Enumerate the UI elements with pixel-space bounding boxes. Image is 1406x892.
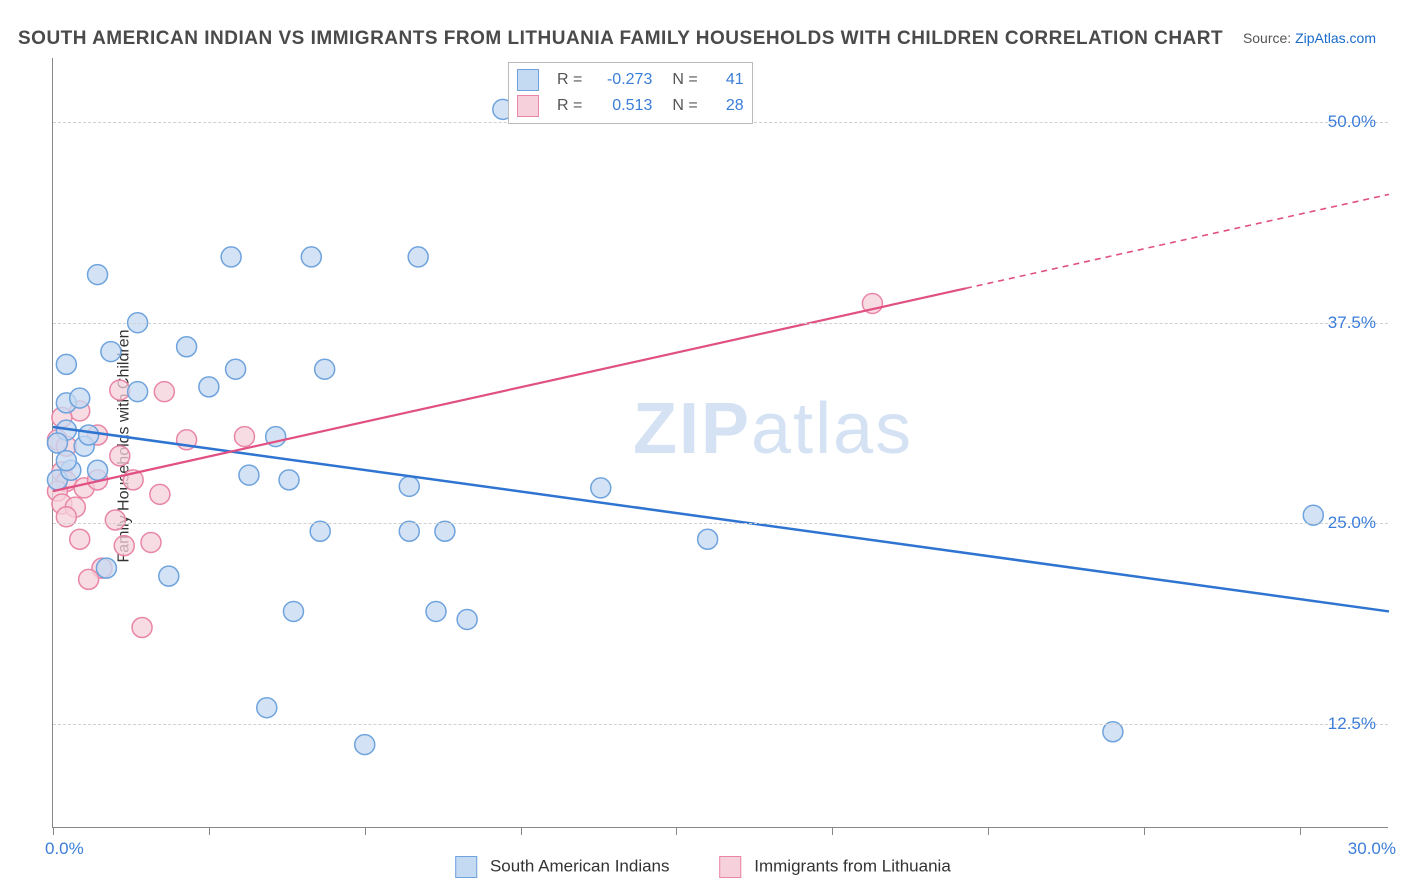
scatter-point <box>698 529 718 549</box>
scatter-point <box>279 470 299 490</box>
scatter-point <box>150 484 170 504</box>
trend-line <box>53 427 1389 611</box>
scatter-point <box>399 521 419 541</box>
source-label: Source: <box>1243 30 1291 46</box>
source-attribution: Source: ZipAtlas.com <box>1243 30 1376 46</box>
x-tick <box>1144 827 1145 835</box>
bottom-legend: South American Indians Immigrants from L… <box>455 856 951 878</box>
y-tick-label: 25.0% <box>1328 513 1376 533</box>
stats-n-value: 28 <box>708 97 744 115</box>
scatter-point <box>315 359 335 379</box>
gridline-h <box>53 523 1388 524</box>
scatter-point <box>110 380 130 400</box>
scatter-point <box>56 451 76 471</box>
scatter-point <box>70 388 90 408</box>
stats-legend-box: R = -0.273 N = 41 R = 0.513 N = 28 <box>508 62 753 124</box>
scatter-point <box>426 601 446 621</box>
scatter-point <box>457 609 477 629</box>
scatter-point <box>1303 505 1323 525</box>
plot-area: ZIPatlas 12.5%25.0%37.5%50.0%0.0%30.0%R … <box>52 58 1388 828</box>
scatter-point <box>79 569 99 589</box>
stats-r-value: 0.513 <box>592 97 652 115</box>
y-tick-label: 37.5% <box>1328 313 1376 333</box>
stats-r-value: -0.273 <box>592 71 652 89</box>
x-axis-label: 0.0% <box>45 839 84 859</box>
stats-row: R = 0.513 N = 28 <box>517 93 744 119</box>
scatter-point <box>399 476 419 496</box>
scatter-point <box>435 521 455 541</box>
stats-n-label: N = <box>672 97 697 115</box>
legend-item-series2: Immigrants from Lithuania <box>720 856 951 878</box>
scatter-point <box>1103 722 1123 742</box>
scatter-point <box>96 558 116 578</box>
x-tick <box>1300 827 1301 835</box>
scatter-point <box>177 337 197 357</box>
scatter-point <box>226 359 246 379</box>
stats-swatch <box>517 69 539 91</box>
source-link[interactable]: ZipAtlas.com <box>1295 30 1376 46</box>
trend-line <box>53 288 966 491</box>
legend-label-series1: South American Indians <box>490 856 670 875</box>
x-tick <box>209 827 210 835</box>
stats-row: R = -0.273 N = 41 <box>517 67 744 93</box>
scatter-point <box>310 521 330 541</box>
legend-item-series1: South American Indians <box>455 856 669 878</box>
scatter-point <box>88 460 108 480</box>
trend-line-extrapolated <box>966 194 1389 288</box>
stats-r-label: R = <box>557 71 582 89</box>
scatter-point <box>355 735 375 755</box>
scatter-point <box>114 536 134 556</box>
scatter-point <box>234 427 254 447</box>
scatter-point <box>132 617 152 637</box>
swatch-series1 <box>455 856 477 878</box>
chart-title: SOUTH AMERICAN INDIAN VS IMMIGRANTS FROM… <box>18 28 1223 50</box>
stats-n-label: N = <box>672 71 697 89</box>
scatter-point <box>199 377 219 397</box>
scatter-point <box>239 465 259 485</box>
stats-r-label: R = <box>557 97 582 115</box>
stats-swatch <box>517 95 539 117</box>
scatter-point <box>105 510 125 530</box>
x-tick <box>832 827 833 835</box>
scatter-point <box>154 382 174 402</box>
gridline-h <box>53 323 1388 324</box>
chart-svg <box>53 58 1388 827</box>
x-tick <box>988 827 989 835</box>
scatter-point <box>88 265 108 285</box>
scatter-point <box>110 446 130 466</box>
swatch-series2 <box>720 856 742 878</box>
gridline-h <box>53 724 1388 725</box>
scatter-point <box>128 382 148 402</box>
scatter-point <box>101 342 121 362</box>
y-tick-label: 50.0% <box>1328 112 1376 132</box>
stats-n-value: 41 <box>708 71 744 89</box>
scatter-point <box>221 247 241 267</box>
x-tick <box>676 827 677 835</box>
legend-label-series2: Immigrants from Lithuania <box>754 856 951 875</box>
scatter-point <box>591 478 611 498</box>
x-tick <box>521 827 522 835</box>
scatter-point <box>257 698 277 718</box>
y-tick-label: 12.5% <box>1328 714 1376 734</box>
scatter-point <box>70 529 90 549</box>
scatter-point <box>283 601 303 621</box>
scatter-point <box>79 425 99 445</box>
scatter-point <box>56 354 76 374</box>
x-tick <box>365 827 366 835</box>
scatter-point <box>141 532 161 552</box>
scatter-point <box>47 433 67 453</box>
scatter-point <box>301 247 321 267</box>
scatter-point <box>159 566 179 586</box>
x-tick <box>53 827 54 835</box>
scatter-point <box>408 247 428 267</box>
x-axis-label: 30.0% <box>1348 839 1396 859</box>
